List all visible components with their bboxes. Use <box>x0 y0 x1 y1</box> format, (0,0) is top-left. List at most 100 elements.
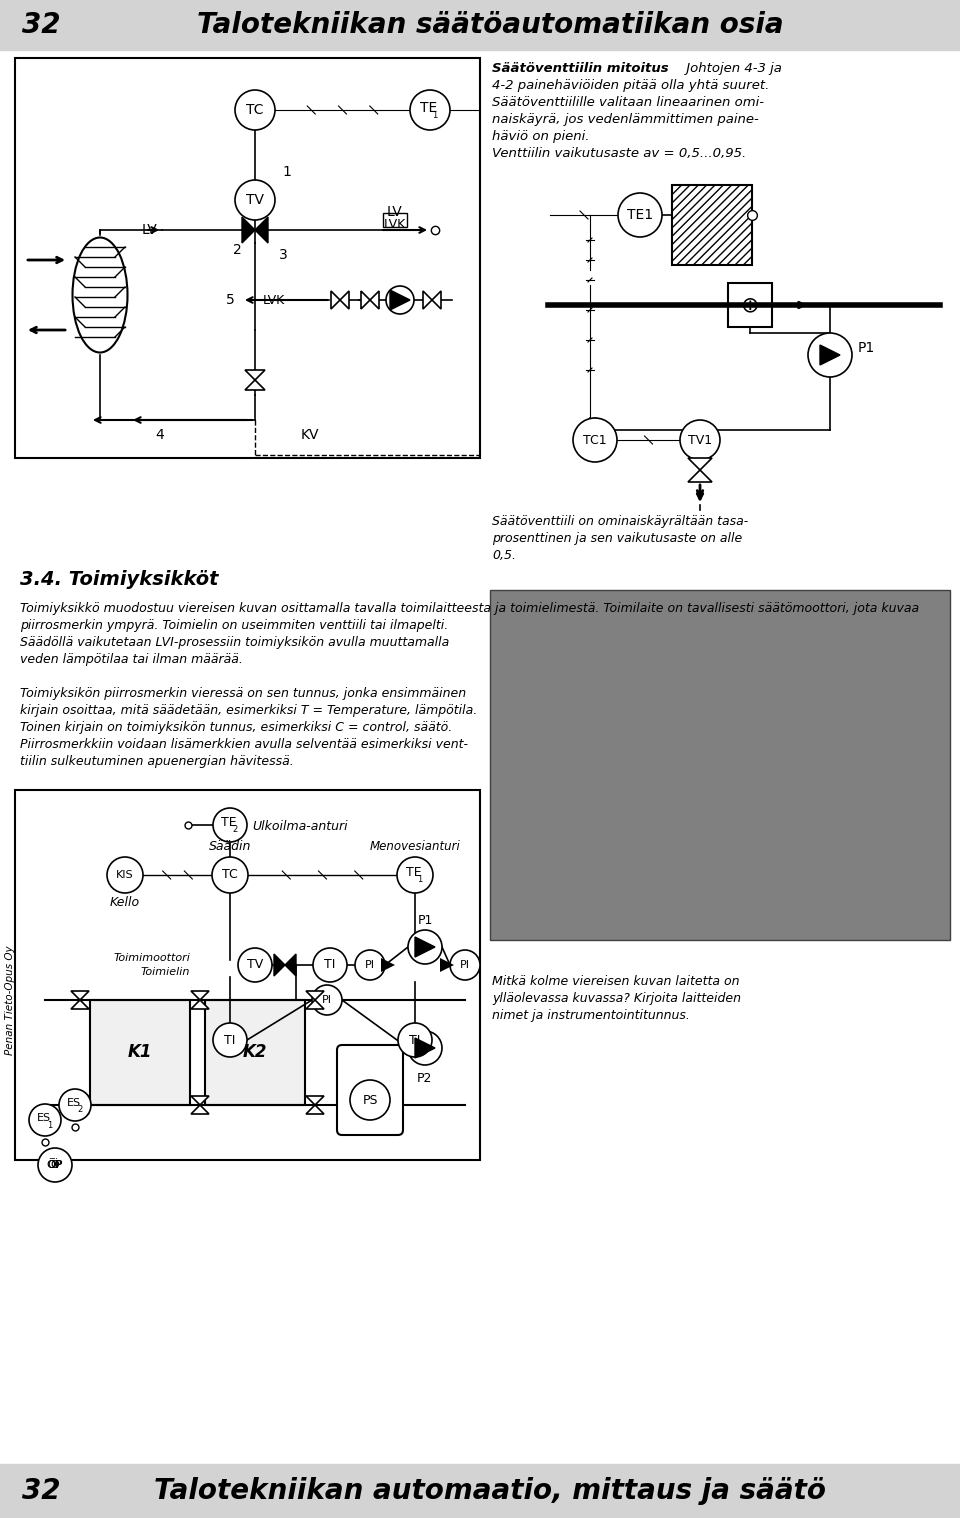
Text: ES: ES <box>67 1098 81 1108</box>
Text: nimet ja instrumentointitunnus.: nimet ja instrumentointitunnus. <box>492 1009 690 1022</box>
Bar <box>672 185 752 266</box>
Polygon shape <box>390 290 410 310</box>
Text: P1: P1 <box>858 342 876 355</box>
Text: Venttiilin vaikutusaste av = 0,5...0,95.: Venttiilin vaikutusaste av = 0,5...0,95. <box>492 147 746 159</box>
Text: TC1: TC1 <box>583 434 607 446</box>
Text: TC: TC <box>222 868 238 882</box>
Text: Säädöllä vaikutetaan LVI-prosessiin toimiyksikön avulla muuttamalla: Säädöllä vaikutetaan LVI-prosessiin toim… <box>20 636 449 650</box>
Text: TC: TC <box>247 103 264 117</box>
Polygon shape <box>285 953 296 976</box>
Text: piirrosmerkin ympyrä. Toimielin on useimmiten venttiili tai ilmapelti.: piirrosmerkin ympyrä. Toimielin on useim… <box>20 619 448 631</box>
Circle shape <box>313 949 347 982</box>
Bar <box>15 789 480 1160</box>
Circle shape <box>107 858 143 893</box>
Polygon shape <box>306 1000 324 1009</box>
Text: TE: TE <box>406 867 421 879</box>
Polygon shape <box>191 991 209 1000</box>
Text: kirjain osoittaa, mitä säädetään, esimerkiksi T = Temperature, lämpötila.: kirjain osoittaa, mitä säädetään, esimer… <box>20 704 477 716</box>
Circle shape <box>213 808 247 842</box>
Text: Toinen kirjain on toimiyksikön tunnus, esimerkiksi C = control, säätö.: Toinen kirjain on toimiyksikön tunnus, e… <box>20 721 452 735</box>
Text: TV1: TV1 <box>688 434 712 446</box>
Polygon shape <box>820 345 840 364</box>
Polygon shape <box>191 1105 209 1114</box>
Text: LVK: LVK <box>263 293 285 307</box>
Polygon shape <box>245 380 265 390</box>
Text: TI: TI <box>225 1034 236 1046</box>
Text: Menovesianturi: Menovesianturi <box>370 841 461 853</box>
Text: 1: 1 <box>282 165 292 179</box>
Polygon shape <box>242 217 255 243</box>
Text: P1: P1 <box>418 914 433 927</box>
Polygon shape <box>340 291 349 310</box>
Text: 2: 2 <box>78 1105 83 1114</box>
Text: tiilin sulkeutuminen apuenergian hävitessä.: tiilin sulkeutuminen apuenergian hävites… <box>20 754 294 768</box>
Polygon shape <box>306 1105 324 1114</box>
Bar <box>90 1000 190 1105</box>
Bar <box>205 1000 305 1105</box>
Polygon shape <box>245 370 265 380</box>
Circle shape <box>408 1031 442 1066</box>
Text: veden lämpötilaa tai ilman määrää.: veden lämpötilaa tai ilman määrää. <box>20 653 243 666</box>
Polygon shape <box>688 471 712 483</box>
Text: 2: 2 <box>232 243 241 257</box>
Polygon shape <box>370 291 379 310</box>
Text: TE1: TE1 <box>627 208 653 222</box>
Text: TE: TE <box>221 817 237 829</box>
Circle shape <box>312 985 342 1016</box>
Text: Kello: Kello <box>110 897 140 909</box>
Circle shape <box>386 285 414 314</box>
Text: prosenttinen ja sen vaikutusaste on alle: prosenttinen ja sen vaikutusaste on alle <box>492 531 742 545</box>
Polygon shape <box>274 953 285 976</box>
Text: KV: KV <box>300 428 320 442</box>
Text: KIS: KIS <box>116 870 133 880</box>
Text: Piirrosmerkkiin voidaan lisämerkkien avulla selventää esimerkiksi vent-: Piirrosmerkkiin voidaan lisämerkkien avu… <box>20 738 468 751</box>
Text: 1: 1 <box>432 111 438 120</box>
Circle shape <box>398 1023 432 1057</box>
Text: PI: PI <box>365 959 375 970</box>
Polygon shape <box>71 1096 89 1105</box>
Polygon shape <box>255 217 268 243</box>
Polygon shape <box>361 291 370 310</box>
Text: PI: PI <box>322 994 332 1005</box>
Text: Talotekniikan säätöautomatiikan osia: Talotekniikan säätöautomatiikan osia <box>197 11 783 39</box>
Text: Penan Tieto-Opus Oy: Penan Tieto-Opus Oy <box>5 946 15 1055</box>
Text: ES: ES <box>36 1113 51 1123</box>
Text: TE: TE <box>420 102 438 115</box>
Polygon shape <box>423 291 432 310</box>
Text: Ö: Ö <box>51 1160 60 1170</box>
Polygon shape <box>440 958 454 972</box>
Text: Säätöventtiilin mitoitus: Säätöventtiilin mitoitus <box>492 62 668 74</box>
Text: Toimimoottori: Toimimoottori <box>113 953 190 962</box>
Polygon shape <box>306 991 324 1000</box>
Text: ÖP: ÖP <box>47 1160 62 1170</box>
Polygon shape <box>415 1038 435 1058</box>
Text: 5: 5 <box>226 293 234 307</box>
Text: 4: 4 <box>156 428 164 442</box>
Polygon shape <box>381 958 395 972</box>
Polygon shape <box>688 458 712 471</box>
Text: Mitkä kolme viereisen kuvan laitetta on: Mitkä kolme viereisen kuvan laitetta on <box>492 975 739 988</box>
Polygon shape <box>71 991 89 1000</box>
Text: Talotekniikan automaatio, mittaus ja säätö: Talotekniikan automaatio, mittaus ja sää… <box>154 1477 826 1504</box>
Polygon shape <box>331 291 340 310</box>
Bar <box>490 591 950 940</box>
Text: 32: 32 <box>22 1477 60 1504</box>
Bar <box>0 0 960 50</box>
Text: Säädin: Säädin <box>209 841 252 853</box>
Text: naiskäyrä, jos vedenlämmittimen paine-: naiskäyrä, jos vedenlämmittimen paine- <box>492 112 758 126</box>
Text: 1: 1 <box>418 876 422 885</box>
Circle shape <box>410 90 450 131</box>
Polygon shape <box>306 1096 324 1105</box>
Text: PI: PI <box>460 959 470 970</box>
Circle shape <box>29 1104 61 1135</box>
Text: 1: 1 <box>47 1120 53 1129</box>
Circle shape <box>350 1079 390 1120</box>
Text: Toimiyksikkö muodostuu viereisen kuvan osittamalla tavalla toimilaitteesta ja to: Toimiyksikkö muodostuu viereisen kuvan o… <box>20 603 919 615</box>
Text: LV: LV <box>387 205 403 219</box>
Circle shape <box>618 193 662 237</box>
Text: 32: 32 <box>22 11 60 39</box>
Circle shape <box>573 417 617 461</box>
Text: ylläolevassa kuvassa? Kirjoita laitteiden: ylläolevassa kuvassa? Kirjoita laitteide… <box>492 991 741 1005</box>
Text: 3: 3 <box>278 247 287 263</box>
Polygon shape <box>432 291 441 310</box>
